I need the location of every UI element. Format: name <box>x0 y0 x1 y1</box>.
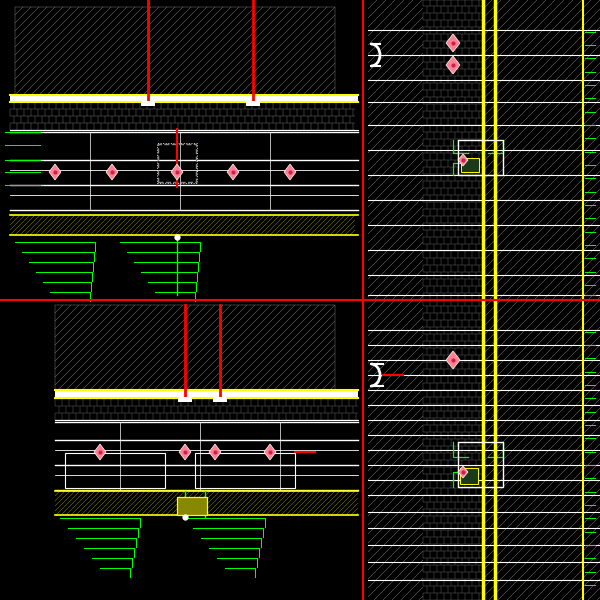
Polygon shape <box>49 164 61 180</box>
Polygon shape <box>458 154 468 166</box>
Polygon shape <box>179 444 191 460</box>
Polygon shape <box>94 444 106 460</box>
Bar <box>461 158 479 172</box>
Bar <box>213 397 227 402</box>
Bar <box>157 143 197 183</box>
Polygon shape <box>446 34 460 52</box>
Bar <box>177 497 207 515</box>
Polygon shape <box>446 56 460 74</box>
Bar <box>195 453 295 488</box>
Polygon shape <box>264 444 276 460</box>
Bar <box>141 101 155 106</box>
Bar <box>65 453 165 488</box>
Bar <box>246 101 260 106</box>
Bar <box>55 391 358 397</box>
Polygon shape <box>171 164 183 180</box>
Bar <box>10 96 358 101</box>
Bar <box>178 397 192 402</box>
Polygon shape <box>209 444 221 460</box>
Bar <box>458 442 503 487</box>
Polygon shape <box>227 164 239 180</box>
Bar <box>158 144 196 182</box>
Polygon shape <box>458 466 468 478</box>
Polygon shape <box>446 351 460 369</box>
Polygon shape <box>284 164 296 180</box>
Bar <box>460 468 478 484</box>
Bar <box>15 7 335 95</box>
Bar <box>55 305 335 390</box>
Polygon shape <box>106 164 118 180</box>
Bar <box>458 140 503 175</box>
